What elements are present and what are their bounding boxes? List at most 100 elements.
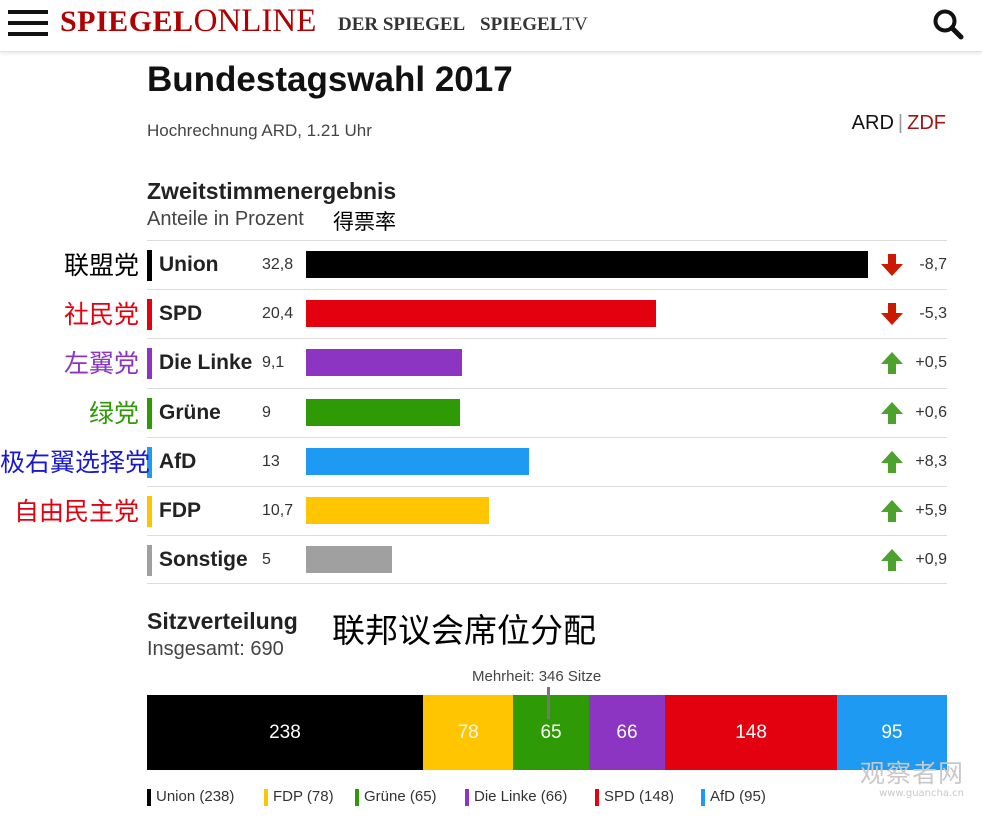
legend-item: Die Linke (66) — [465, 788, 567, 808]
seat-segment: 65 — [513, 695, 589, 770]
vote-share-bar — [306, 300, 656, 328]
party-color-stripe — [147, 299, 152, 331]
top-navigation-bar: SPIEGELONLINE DER SPIEGEL SPIEGELTV — [0, 0, 982, 52]
nav-link-label-suffix: TV — [562, 14, 588, 35]
result-row: FDP 10,7 +5,9 自由民主党 — [14, 485, 947, 535]
vote-share-value: 32,8 — [262, 256, 294, 273]
result-row: AfD 13 +8,3 极右翼选择党 — [0, 436, 947, 486]
party-color-stripe — [147, 348, 152, 380]
vote-share-bar — [306, 251, 868, 278]
party-name: AfD — [159, 449, 197, 473]
seat-total-label: Insgesamt: 690 — [147, 638, 284, 660]
source-switch: ARD | ZDF — [852, 112, 946, 135]
seat-count-label: 78 — [457, 721, 479, 743]
party-name: FDP — [159, 498, 201, 522]
legend-swatch — [595, 789, 599, 806]
legend-swatch — [465, 789, 469, 806]
search-icon[interactable] — [932, 8, 964, 40]
party-name: Sonstige — [159, 548, 248, 572]
spiegel-online-logo[interactable]: SPIEGELONLINE — [60, 3, 316, 40]
vote-share-bar — [306, 496, 490, 524]
arrow-up-icon — [881, 401, 903, 424]
nav-link-spiegel-tv[interactable]: SPIEGELTV — [480, 14, 588, 36]
arrow-down-icon — [881, 303, 903, 326]
party-color-stripe — [147, 495, 152, 527]
legend-label: AfD (95) — [710, 788, 766, 805]
party-color-stripe — [147, 397, 152, 429]
legend-label: Grüne (65) — [364, 788, 437, 805]
arrow-up-icon — [881, 352, 903, 375]
seat-segment: 148 — [665, 695, 837, 770]
legend-swatch — [264, 789, 268, 806]
vote-share-bar — [306, 447, 529, 475]
result-row: Grüne 9 +0,6 绿党 — [89, 387, 947, 437]
vote-share-bar — [306, 546, 392, 574]
party-color-stripe — [147, 545, 152, 577]
nav-link-label: DER SPIEGEL — [338, 14, 466, 35]
vote-share-change: -8,7 — [919, 256, 947, 273]
seat-count-label: 148 — [735, 721, 767, 743]
legend-label: Union (238) — [156, 788, 235, 805]
vote-share-chart: Union 32,8 -8,7 联盟党 SPD 20,4 -5,3 社民党 Die Linke 9… — [0, 240, 947, 585]
seat-distribution-bar: 238 78 65 66 148 95 — [147, 695, 947, 770]
vote-share-change: +0,9 — [915, 551, 947, 569]
vote-share-change: +8,3 — [915, 452, 947, 470]
seat-distribution-title: Sitzverteilung — [147, 608, 298, 634]
result-row: Union 32,8 -8,7 联盟党 — [64, 240, 947, 289]
legend-item: Union (238) — [147, 788, 234, 808]
majority-marker — [547, 687, 551, 719]
legend-swatch — [147, 789, 151, 806]
result-row: Sonstige 5 +0,9 — [147, 535, 947, 585]
legend-item: FDP (78) — [264, 788, 334, 808]
seat-segment: 66 — [588, 695, 666, 770]
nav-link-der-spiegel[interactable]: DER SPIEGEL — [338, 14, 465, 36]
page-title: Bundestagswahl 2017 — [147, 60, 513, 99]
legend-item: Grüne (65) — [355, 788, 437, 808]
party-name: Die Linke — [159, 351, 253, 375]
vote-share-subtitle: Anteile in Prozent — [147, 208, 304, 230]
legend-swatch — [355, 789, 359, 806]
page-subtitle: Hochrechnung ARD, 1.21 Uhr — [147, 121, 372, 140]
vote-share-value: 20,4 — [262, 305, 294, 323]
seat-count-label: 66 — [616, 721, 638, 743]
legend-item: AfD (95) — [701, 788, 766, 808]
legend-swatch — [701, 789, 705, 806]
vote-share-annotation-cn: 得票率 — [333, 210, 396, 234]
arrow-up-icon — [881, 450, 903, 473]
vote-share-value: 5 — [262, 551, 271, 569]
seat-segment: 78 — [422, 695, 514, 770]
vote-share-value: 10,7 — [262, 501, 294, 519]
vote-share-change: +0,6 — [915, 403, 947, 421]
hamburger-menu-icon[interactable] — [8, 10, 48, 36]
nav-link-label: SPIEGEL — [480, 14, 563, 35]
majority-label: Mehrheit: 346 Sitze — [472, 668, 602, 685]
legend-label: Die Linke (66) — [474, 788, 568, 805]
seat-count-label: 95 — [881, 721, 903, 743]
watermark-url: www.guancha.cn — [879, 788, 964, 799]
arrow-up-icon — [881, 549, 903, 572]
source-ard-link[interactable]: ARD — [851, 112, 894, 134]
party-name-cn-annotation: 联盟党 — [63, 251, 139, 280]
seat-segment: 238 — [147, 695, 423, 770]
party-name: SPD — [159, 302, 203, 326]
vote-share-value: 9,1 — [262, 354, 285, 372]
watermark-text: 观察者网 — [859, 759, 964, 788]
vote-share-change: +0,5 — [915, 354, 947, 372]
party-name: Grüne — [159, 400, 221, 424]
legend-label: SPD (148) — [604, 788, 675, 805]
legend-item: SPD (148) — [595, 788, 674, 808]
watermark: 观察者网 www.guancha.cn — [860, 754, 964, 799]
vote-share-change: +5,9 — [915, 501, 947, 519]
party-name-cn-annotation: 自由民主党 — [13, 496, 139, 526]
vote-share-value: 9 — [262, 403, 271, 421]
party-name-cn-annotation: 左翼党 — [63, 349, 139, 379]
vote-share-value: 13 — [262, 452, 280, 470]
party-color-stripe — [147, 250, 152, 281]
legend-label: FDP (78) — [273, 788, 334, 805]
result-row: SPD 20,4 -5,3 社民党 — [64, 289, 947, 338]
party-name: Union — [159, 253, 219, 276]
vote-share-bar — [306, 398, 461, 426]
logo-bold-text: SPIEGEL — [60, 5, 194, 38]
result-row: Die Linke 9,1 +0,5 左翼党 — [64, 338, 947, 387]
source-zdf-link[interactable]: ZDF — [907, 112, 946, 134]
